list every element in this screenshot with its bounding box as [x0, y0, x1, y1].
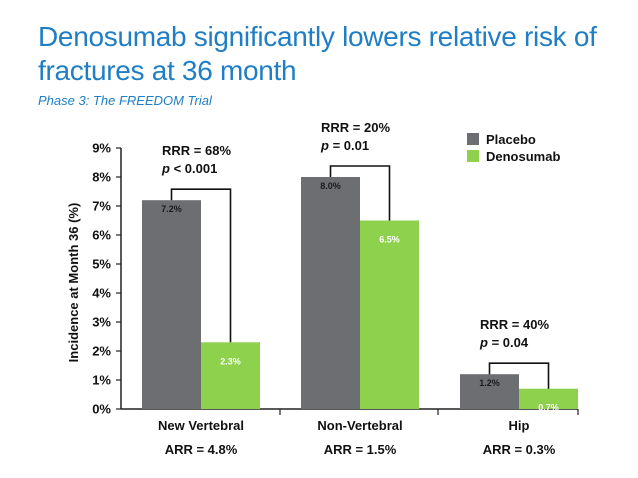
x-category-label: Non-Vertebral: [317, 418, 402, 433]
y-axis-label: Incidence at Month 36 (%): [66, 203, 81, 363]
x-category-label: New Vertebral: [158, 418, 244, 433]
bar-data-label: 2.3%: [220, 356, 241, 366]
rrr-label: RRR = 40%: [480, 317, 549, 332]
p-value-label: p = 0.01: [320, 138, 369, 153]
y-tick-label: 1%: [92, 373, 111, 388]
legend-label-denosumab: Denosumab: [486, 149, 560, 164]
arr-label: ARR = 0.3%: [483, 442, 556, 457]
rrr-label: RRR = 20%: [321, 120, 390, 135]
bar-data-label: 7.2%: [161, 204, 182, 214]
bar-data-label: 1.2%: [479, 378, 500, 388]
legend-label-placebo: Placebo: [486, 132, 536, 147]
y-tick-label: 7%: [92, 199, 111, 214]
p-value-label: p = 0.04: [479, 335, 529, 350]
x-category-label: Hip: [509, 418, 530, 433]
chart-title: Denosumab significantly lowers relative …: [38, 20, 628, 88]
rrr-bracket: [488, 362, 550, 389]
p-value-label: p < 0.001: [161, 161, 217, 176]
bar-placebo: [460, 374, 519, 409]
legend-swatch-denosumab: [467, 150, 479, 162]
title-line-1: Denosumab significantly lowers relative …: [38, 21, 597, 52]
chart-subtitle: Phase 3: The FREEDOM Trial: [38, 93, 212, 108]
rrr-bracket: [329, 165, 391, 221]
bar-data-label: 6.5%: [379, 235, 400, 245]
y-tick-label: 6%: [92, 228, 111, 243]
y-tick-label: 2%: [92, 344, 111, 359]
bar-denosumab: [519, 388, 578, 409]
bar-denosumab: [360, 220, 419, 409]
arr-label: ARR = 1.5%: [324, 442, 397, 457]
legend-swatch-placebo: [467, 133, 479, 145]
bar-denosumab: [201, 342, 260, 409]
rrr-bracket: [170, 188, 232, 343]
y-tick-label: 5%: [92, 257, 111, 272]
bar-data-label: 8.0%: [320, 181, 341, 191]
y-tick-label: 3%: [92, 315, 111, 330]
y-tick-label: 9%: [92, 141, 111, 156]
y-tick-label: 0%: [92, 402, 111, 417]
bar-placebo: [142, 200, 201, 409]
bar-data-label: 0.7%: [538, 403, 559, 413]
arr-label: ARR = 4.8%: [165, 442, 238, 457]
y-tick-label: 8%: [92, 170, 111, 185]
y-tick-label: 4%: [92, 286, 111, 301]
bar-placebo: [301, 177, 360, 409]
title-line-2: fractures at 36 month: [38, 55, 297, 86]
rrr-label: RRR = 68%: [162, 143, 231, 158]
